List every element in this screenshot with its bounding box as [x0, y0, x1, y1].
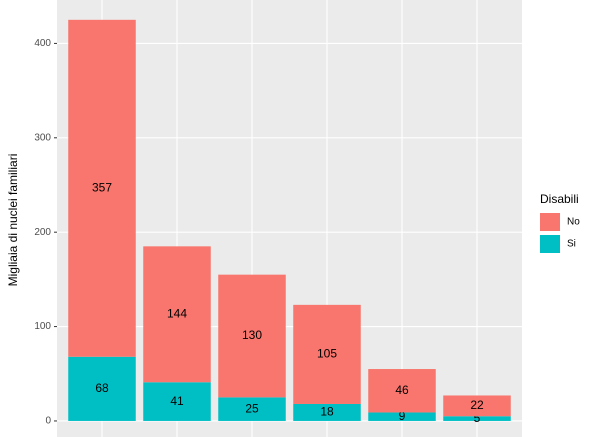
- legend-key: [540, 213, 560, 231]
- bar-segment: [68, 356, 136, 421]
- bar-segment: [368, 369, 436, 413]
- legend: No Si: [540, 213, 580, 253]
- data-label: 25: [245, 401, 259, 415]
- y-tick-label: 200: [34, 227, 51, 238]
- data-label: 22: [470, 398, 484, 412]
- bar-segment: [443, 395, 511, 417]
- data-label: 105: [317, 347, 337, 361]
- data-label: 41: [170, 394, 184, 408]
- bar-segment: [68, 19, 136, 357]
- bar-segment: [293, 304, 361, 404]
- data-label: 68: [95, 381, 109, 395]
- data-label: 144: [167, 306, 187, 320]
- legend-key: [540, 235, 560, 253]
- y-tick-label: 300: [34, 132, 51, 143]
- data-label: 46: [395, 383, 409, 397]
- legend-label: Si: [567, 239, 576, 250]
- y-axis-label: Migliaia di nuclei familiari: [6, 154, 20, 287]
- data-label: 5: [474, 411, 481, 425]
- bar-segment: [218, 274, 286, 398]
- y-tick-label: 0: [45, 416, 51, 427]
- y-tick-label: 400: [34, 38, 51, 49]
- y-tick-label: 100: [34, 321, 51, 332]
- data-label: 130: [242, 328, 262, 342]
- legend-title: Disabili: [540, 192, 579, 206]
- bar-segment: [143, 382, 211, 421]
- bar-segment: [218, 397, 286, 421]
- bar-segment: [443, 416, 511, 421]
- data-label: 9: [399, 409, 406, 423]
- bar-segment: [293, 403, 361, 421]
- data-label: 357: [92, 180, 112, 194]
- bar-segment: [368, 412, 436, 421]
- data-label: 18: [320, 405, 334, 419]
- legend-label: No: [567, 217, 580, 228]
- bar-segment: [143, 246, 211, 383]
- marks: 68 357 41 144 25 130 18 105 9 46 522: [68, 19, 511, 425]
